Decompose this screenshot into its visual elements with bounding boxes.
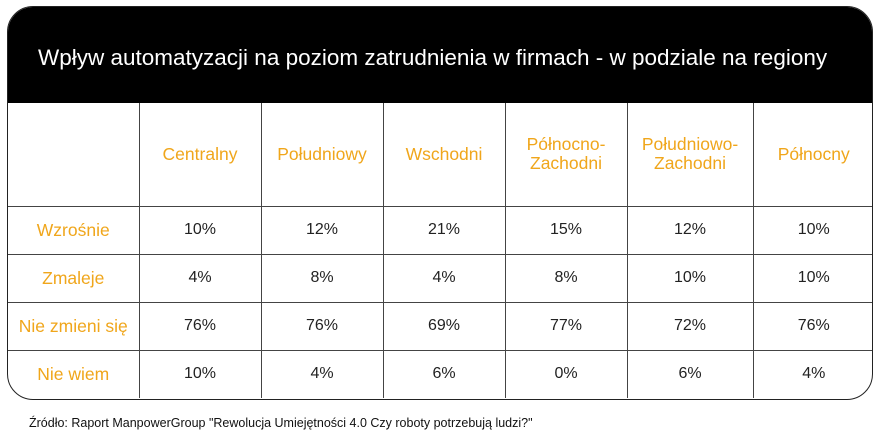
column-header: Centralny (138, 103, 262, 207)
row-header: Nie wiem (8, 349, 140, 398)
column-header: Wschodni (382, 103, 506, 207)
row-header: Zmaleje (8, 253, 140, 303)
source-note: Źródło: Raport ManpowerGroup "Rewolucja … (29, 416, 533, 430)
value-cell: 10% (626, 253, 754, 303)
row-header: Nie zmieni się (8, 301, 140, 351)
value-cell: 21% (382, 205, 506, 255)
value-cell: 76% (752, 301, 872, 351)
value-cell: 8% (260, 253, 384, 303)
value-cell: 69% (382, 301, 506, 351)
table-row: Nie wiem 10% 4% 6% 0% 6% 4% (8, 349, 872, 398)
value-cell: 4% (382, 253, 506, 303)
value-cell: 10% (138, 349, 262, 398)
value-cell: 10% (752, 253, 872, 303)
value-cell: 4% (138, 253, 262, 303)
chart-title: Wpływ automatyzacji na poziom zatrudnien… (38, 45, 828, 70)
table-card: Wpływ automatyzacji na poziom zatrudnien… (7, 6, 873, 400)
table-row: Wzrośnie 10% 12% 21% 15% 12% 10% (8, 205, 872, 255)
table-row: Zmaleje 4% 8% 4% 8% 10% 10% (8, 253, 872, 303)
value-cell: 12% (626, 205, 754, 255)
value-cell: 6% (382, 349, 506, 398)
value-cell: 8% (504, 253, 628, 303)
title-bar: Wpływ automatyzacji na poziom zatrudnien… (8, 7, 872, 103)
column-header: Południowy (260, 103, 384, 207)
column-header: Północno- Zachodni (504, 103, 628, 207)
value-cell: 10% (752, 205, 872, 255)
row-header: Wzrośnie (8, 205, 140, 255)
data-table: Centralny Południowy Wschodni Północno- Zac… (8, 103, 872, 398)
column-header: Północny (752, 103, 872, 207)
header-row: Centralny Południowy Wschodni Północno- Zac… (8, 103, 872, 207)
value-cell: 0% (504, 349, 628, 398)
column-header: Południowo- Zachodni (626, 103, 754, 207)
value-cell: 4% (260, 349, 384, 398)
value-cell: 10% (138, 205, 262, 255)
value-cell: 6% (626, 349, 754, 398)
value-cell: 77% (504, 301, 628, 351)
corner-cell (8, 103, 140, 207)
value-cell: 12% (260, 205, 384, 255)
value-cell: 15% (504, 205, 628, 255)
value-cell: 76% (138, 301, 262, 351)
value-cell: 76% (260, 301, 384, 351)
table-row: Nie zmieni się 76% 76% 69% 77% 72% 76% (8, 301, 872, 351)
value-cell: 4% (752, 349, 872, 398)
value-cell: 72% (626, 301, 754, 351)
